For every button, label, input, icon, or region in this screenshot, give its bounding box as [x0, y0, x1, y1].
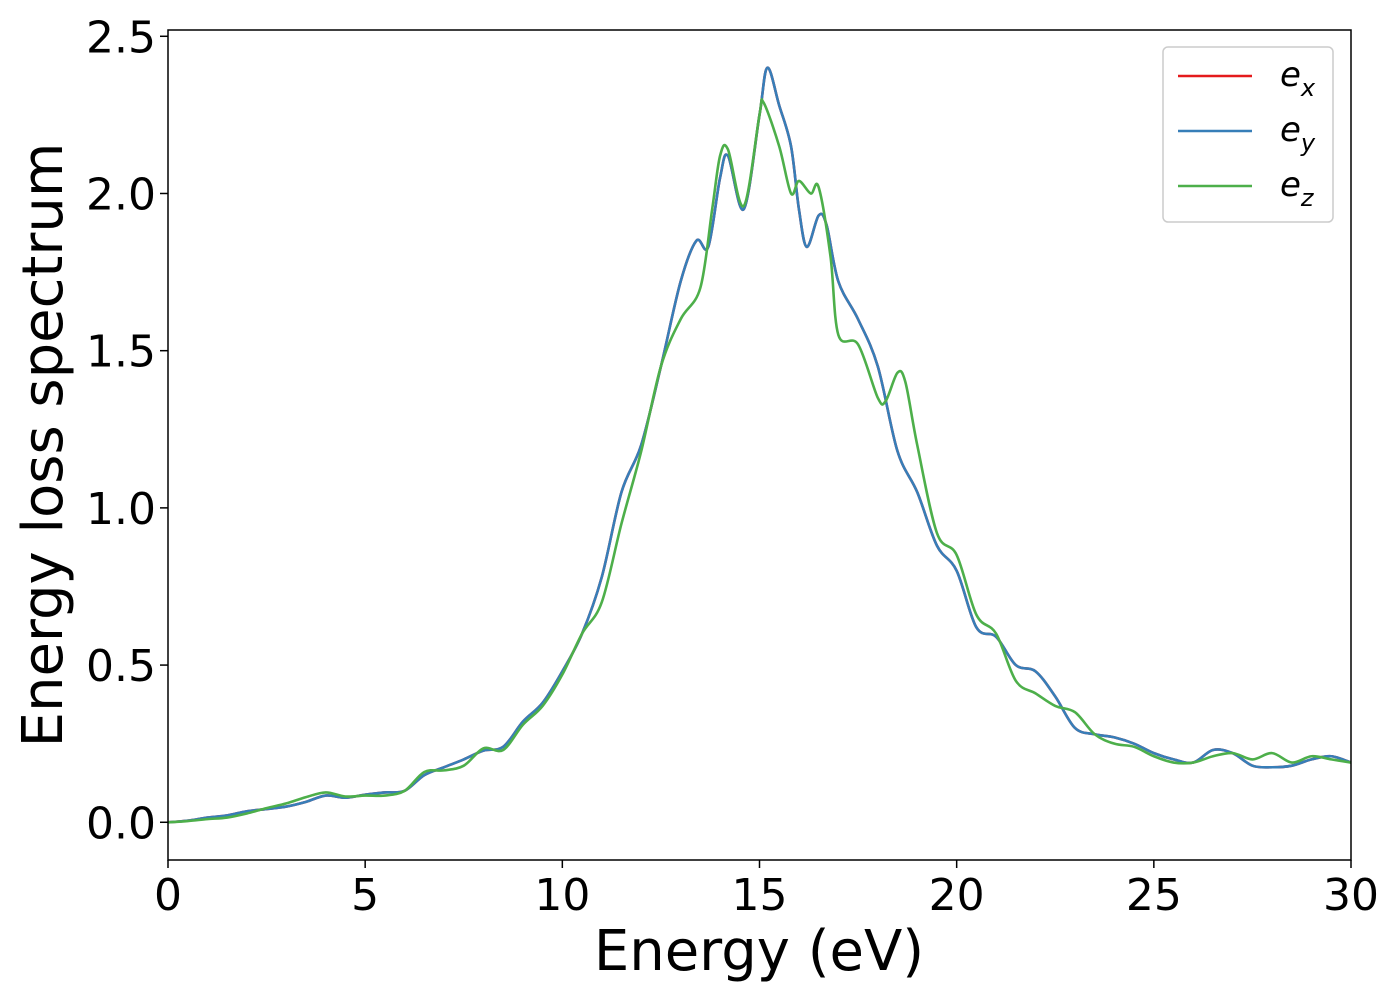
legend-label-base: e — [1280, 165, 1301, 205]
y-tick-label: 2.0 — [86, 169, 156, 220]
x-tick-label: 25 — [1126, 870, 1182, 921]
legend-label-e-z: ez — [1280, 165, 1315, 212]
x-tick-label: 30 — [1323, 870, 1379, 921]
legend-label-e-y: ey — [1280, 110, 1316, 157]
legend-label-subscript: z — [1300, 184, 1315, 212]
y-tick-label: 1.0 — [86, 484, 156, 535]
series-line-e-y — [168, 66, 1351, 824]
legend-label-subscript: x — [1300, 74, 1316, 102]
y-axis-title: Energy loss spectrum — [11, 143, 76, 748]
legend-box — [1162, 46, 1334, 223]
y-tick-label: 2.5 — [86, 12, 156, 63]
y-tick-label: 0.5 — [86, 641, 156, 692]
legend-label-subscript: y — [1300, 129, 1316, 157]
x-tick-label: 10 — [534, 870, 590, 921]
series-line-e-z — [168, 98, 1351, 824]
x-tick-label: 0 — [154, 870, 182, 921]
x-tick-label: 15 — [732, 870, 788, 921]
x-tick-label: 20 — [929, 870, 985, 921]
y-axis: 0.0 0.5 1.0 1.5 2.0 2.5 — [86, 12, 168, 849]
y-tick-label: 1.5 — [86, 327, 156, 378]
x-axis: 0 5 10 15 20 25 30 — [154, 860, 1379, 921]
series-layer — [168, 66, 1351, 824]
legend-label-e-x: ex — [1280, 55, 1316, 102]
y-tick-label: 0.0 — [86, 798, 156, 849]
legend-label-base: e — [1280, 55, 1301, 95]
x-tick-label: 5 — [351, 870, 379, 921]
legend-label-base: e — [1280, 110, 1301, 150]
x-axis-title: Energy (eV) — [594, 919, 924, 984]
